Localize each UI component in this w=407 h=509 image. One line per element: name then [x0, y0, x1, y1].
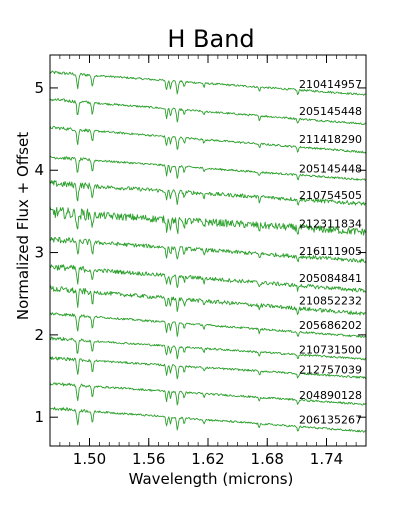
series-layer	[49, 70, 367, 433]
series-line-3	[49, 125, 367, 154]
series-line-1	[49, 70, 367, 96]
y-tick-label-2: 2	[34, 326, 44, 344]
y-axis-label: Normalized Flux + Offset	[14, 132, 32, 320]
y-tick-label-3: 3	[34, 244, 44, 262]
series-label-7: 216111905	[299, 245, 362, 258]
series-line-6	[49, 206, 367, 236]
series-line-2	[49, 98, 367, 126]
series-line-8	[49, 264, 366, 293]
x-tick-label-4: 1.68	[251, 450, 284, 468]
y-tick-label-5: 5	[34, 79, 44, 97]
series-label-10: 205686202	[299, 319, 362, 332]
series-line-11	[49, 336, 367, 361]
series-line-13	[49, 382, 367, 406]
series-line-5	[49, 180, 367, 206]
x-tick-label-2: 1.56	[132, 450, 165, 468]
x-axis-label: Wavelength (microns)	[129, 470, 294, 488]
series-line-4	[49, 155, 367, 181]
ticks-layer: 1.50 1.56 1.62 1.68 1.74 1 2 3 4 5	[34, 55, 366, 468]
x-tick-label-3: 1.62	[191, 450, 224, 468]
series-label-6: 212311834	[299, 218, 362, 231]
chart-title: H Band	[167, 25, 254, 53]
series-label-4: 205145448	[299, 163, 362, 176]
plot-frame	[49, 54, 367, 447]
series-line-14	[49, 406, 367, 433]
series-label-9: 210852232	[299, 294, 362, 307]
series-label-11: 210731500	[299, 344, 362, 357]
series-label-1: 210414957	[299, 78, 362, 91]
y-tick-label-4: 4	[34, 161, 44, 179]
series-label-5: 210754505	[299, 189, 362, 202]
x-tick-label-1: 1.50	[73, 450, 106, 468]
x-tick-label-5: 1.74	[310, 450, 343, 468]
series-line-12	[49, 356, 367, 380]
series-line-7	[49, 236, 367, 263]
series-labels-layer: 210414957 205145448 211418290 205145448 2107…	[299, 78, 362, 427]
series-label-3: 211418290	[299, 133, 362, 146]
series-label-13: 204890128	[299, 389, 362, 402]
y-tick-label-1: 1	[34, 408, 44, 426]
series-label-14: 206135267	[299, 414, 362, 427]
series-line-10	[50, 312, 367, 338]
series-line-9	[49, 285, 367, 316]
series-label-2: 205145448	[299, 105, 362, 118]
series-label-12: 212757039	[299, 363, 362, 376]
series-label-8: 205084841	[299, 272, 362, 285]
